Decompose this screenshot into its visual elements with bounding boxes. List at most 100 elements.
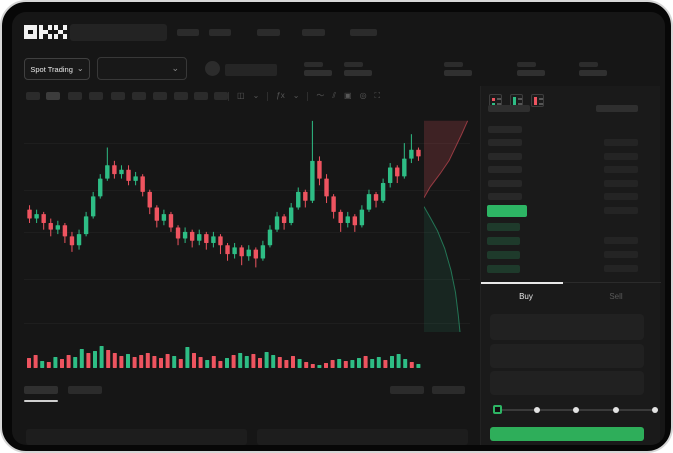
timeframe-button[interactable] [194, 92, 208, 100]
ask-row-amount-skeleton[interactable] [604, 152, 638, 160]
buy-tab-indicator [481, 282, 563, 284]
chevron-down-icon: ⌄ [171, 63, 179, 73]
indicators-chevron-icon[interactable]: ⌄ [292, 91, 300, 100]
stat-value-skeleton [517, 70, 545, 76]
price-input[interactable] [490, 314, 644, 340]
logo-letter [39, 25, 52, 39]
last-price-pill[interactable] [487, 205, 527, 217]
orderbook-trade-panel: Buy Sell [480, 86, 661, 445]
gridline [24, 143, 470, 144]
stat-label-skeleton [517, 62, 536, 67]
toolbar-divider [228, 91, 229, 101]
timeframe-button[interactable] [68, 92, 82, 100]
ask-row-amount-skeleton[interactable] [604, 166, 638, 174]
trade-tabs: Buy Sell [481, 282, 661, 310]
slider-handle[interactable] [493, 405, 502, 414]
bid-row-price-skeleton[interactable] [487, 223, 520, 231]
settings-icon[interactable]: ◎ [359, 91, 367, 100]
bottom-action-skeleton[interactable] [390, 386, 424, 394]
candlestick-chart[interactable] [26, 112, 422, 334]
bottom-tab-active[interactable] [24, 386, 58, 394]
bottom-panel-left [26, 429, 247, 445]
slider-stop[interactable] [652, 407, 658, 413]
candle-style-icon[interactable]: ◫ [237, 91, 245, 100]
gridline [24, 190, 470, 191]
timeframe-button[interactable] [111, 92, 125, 100]
line-tools-icon[interactable]: 〜 [316, 91, 325, 100]
interval-chevron-icon[interactable]: ⌄ [252, 91, 260, 100]
nav-item-skeleton[interactable] [209, 29, 231, 36]
chart-tools: ◫ ⌄ ƒx ⌄ 〜 ⫽ ▣ ◎ ⛶ [228, 90, 380, 102]
tab-buy[interactable]: Buy [519, 292, 533, 301]
nav-item-skeleton[interactable] [350, 29, 377, 36]
stat-value-skeleton [444, 70, 472, 76]
toolbar-divider [307, 91, 309, 101]
ask-row-amount-skeleton[interactable] [604, 139, 638, 147]
stat-label-skeleton [344, 62, 363, 67]
timeframe-button[interactable] [26, 92, 40, 100]
submit-buy-button[interactable] [490, 427, 644, 441]
book-asks-icon[interactable] [531, 94, 544, 107]
toolbar-divider [267, 91, 269, 101]
timeframe-button[interactable] [89, 92, 103, 100]
slider-stop[interactable] [533, 407, 540, 413]
tab-sell[interactable]: Sell [609, 292, 623, 301]
ask-row-amount-skeleton[interactable] [604, 179, 638, 187]
timeframe-button[interactable] [46, 92, 60, 100]
timeframe-button[interactable] [153, 92, 167, 100]
stat-value-skeleton [344, 70, 372, 76]
bid-row-price-skeleton[interactable] [487, 265, 520, 273]
timeframe-button[interactable] [132, 92, 146, 100]
search-input[interactable] [70, 24, 167, 41]
bid-row-amount-skeleton[interactable] [604, 207, 638, 214]
chevron-down-icon: ⌄ [76, 64, 84, 73]
ask-row-price-skeleton[interactable] [488, 179, 522, 187]
book-bids-icon[interactable] [510, 94, 523, 107]
slider-stop[interactable] [573, 407, 579, 413]
amount-input[interactable] [490, 344, 644, 368]
amount-slider[interactable] [493, 404, 658, 416]
app-window: Spot Trading ⌄ ⌄ ◫ ⌄ ƒx ⌄ 〜 ⫽ ▣ ◎ ⛶ [12, 12, 665, 445]
pair-selector-dropdown[interactable]: ⌄ [97, 57, 187, 80]
gridline [24, 232, 470, 233]
gridline [24, 279, 470, 280]
stat-value-skeleton [304, 70, 332, 76]
slider-stop[interactable] [612, 407, 619, 413]
fullscreen-icon[interactable]: ⛶ [374, 91, 381, 100]
nav-item-skeleton[interactable] [177, 29, 199, 36]
ask-row-price-skeleton[interactable] [488, 152, 522, 160]
indicators-icon[interactable]: ƒx [276, 91, 285, 100]
snapshot-icon[interactable]: ▣ [344, 91, 352, 100]
bid-row-price-skeleton[interactable] [487, 251, 520, 259]
market-type-label: Spot Trading [30, 64, 73, 74]
ob-header-skeleton [596, 105, 638, 112]
okx-logo[interactable] [24, 25, 67, 39]
ask-row-price-skeleton[interactable] [488, 126, 522, 133]
compare-icon[interactable]: ⫽ [332, 91, 336, 100]
nav-item-skeleton[interactable] [302, 29, 325, 36]
timeframe-button[interactable] [174, 92, 188, 100]
bid-row-amount-skeleton[interactable] [604, 265, 638, 272]
stat-label-skeleton [304, 62, 323, 67]
logo-letter [54, 25, 67, 39]
nav-item-skeleton[interactable] [257, 29, 280, 36]
ask-row-price-skeleton[interactable] [488, 139, 522, 147]
bid-row-amount-skeleton[interactable] [604, 237, 638, 244]
ob-header-skeleton [488, 105, 530, 112]
bottom-tab[interactable] [68, 386, 102, 394]
total-input[interactable] [490, 371, 644, 395]
depth-chart [424, 112, 469, 332]
ask-row-price-skeleton[interactable] [488, 193, 522, 200]
pair-logo-avatar [205, 61, 220, 76]
bottom-action-skeleton[interactable] [432, 386, 465, 394]
timeframe-button[interactable] [214, 92, 228, 100]
gridline [24, 323, 470, 324]
bottom-panel-right [257, 429, 468, 445]
ask-row-amount-skeleton[interactable] [604, 193, 638, 200]
active-tab-underline [24, 400, 58, 402]
ask-row-price-skeleton[interactable] [488, 166, 522, 174]
bid-row-price-skeleton[interactable] [487, 237, 520, 245]
market-type-selector[interactable]: Spot Trading ⌄ [24, 58, 90, 80]
bid-row-amount-skeleton[interactable] [604, 251, 638, 258]
